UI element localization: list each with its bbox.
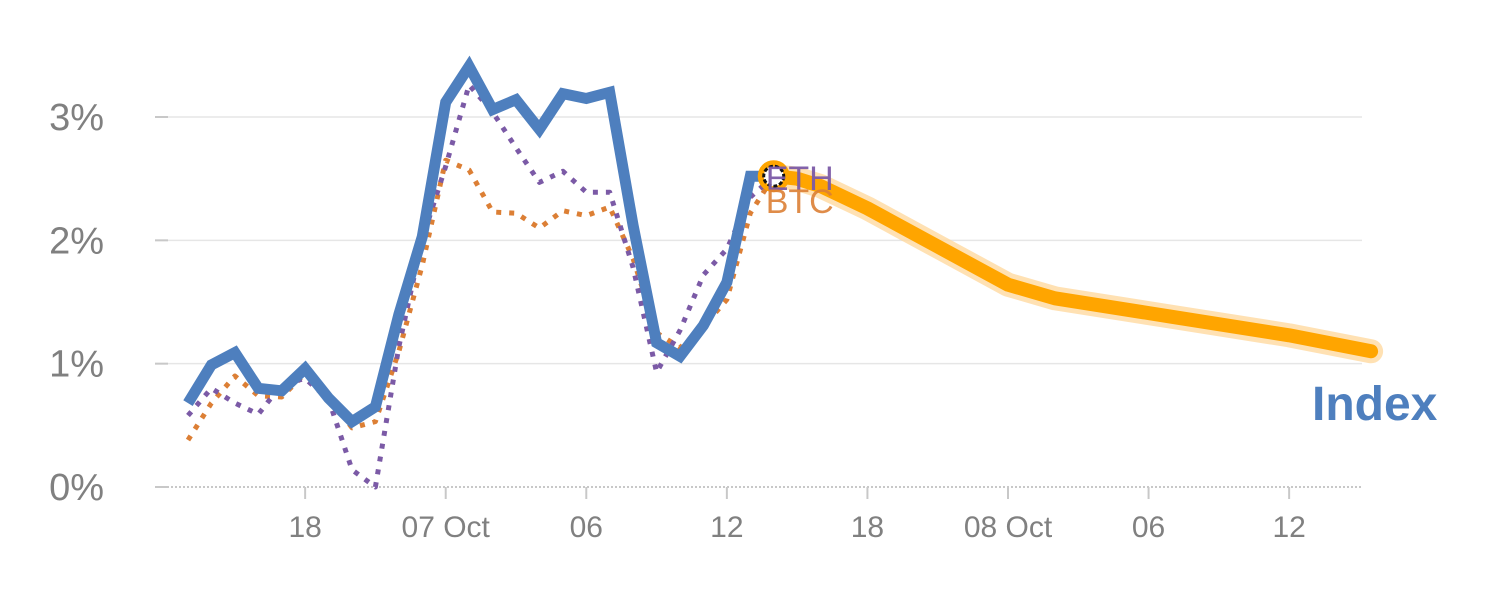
y-tick-label: 2% [49,220,104,262]
eth-label: ETH [766,160,834,198]
y-tick-label: 3% [49,97,104,139]
btc-label: BTC [766,183,834,221]
x-tick-label: 12 [710,511,743,544]
gridlines [168,116,1362,365]
marker-inner [762,164,786,188]
x-tick-label: 06 [570,511,603,544]
series-lines [183,55,1384,490]
x-tick-label: 18 [851,511,884,544]
x-tick-label: 18 [288,511,321,544]
x-tick-label: 12 [1272,511,1305,544]
axes: 0% 1% 2% 3% 18 07 Oct 06 12 18 08 Oct 06 12 [49,97,1362,544]
x-tick-label: 06 [1132,511,1165,544]
btc-line [185,157,776,442]
eth-line [186,82,776,490]
x-tick-label: 08 Oct [964,511,1053,544]
index-label: Index [1312,378,1438,431]
index-line [183,55,774,429]
x-tick-label: 07 Oct [402,511,491,544]
y-tick-label: 1% [49,344,104,386]
forecast-line [766,169,1379,359]
y-tick-label: 0% [49,467,104,509]
